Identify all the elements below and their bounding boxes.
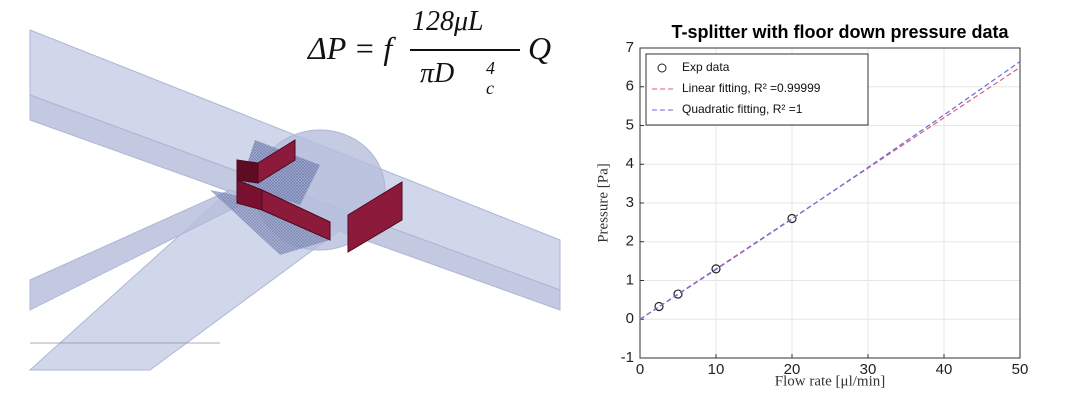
legend-label: Quadratic fitting, R² =1 <box>682 102 803 116</box>
data-point <box>787 213 797 224</box>
formula-subscript: c <box>486 78 494 98</box>
wall <box>347 181 403 253</box>
y-tick-label: -1 <box>621 349 634 366</box>
x-tick-label: 10 <box>708 361 725 378</box>
render-illustration <box>28 29 561 371</box>
legend: Exp data Linear fitting, R² =0.99999 Quadr… <box>645 53 869 126</box>
axes-box <box>639 47 1021 359</box>
legend-label: Exp data <box>682 60 730 74</box>
data-point <box>654 301 664 312</box>
legend-box <box>645 53 869 126</box>
wall <box>236 159 259 184</box>
x-tick-label: 0 <box>636 361 644 378</box>
y-tick-label: 7 <box>626 39 634 56</box>
y-tick-label: 3 <box>626 194 634 211</box>
formula-tail: Q <box>528 30 552 66</box>
data-point <box>673 289 683 299</box>
y-tick-label: 4 <box>626 155 634 172</box>
legend-marker <box>657 63 667 73</box>
data-point <box>711 264 721 274</box>
x-tick-label: 40 <box>936 361 953 378</box>
formula-lhs: ΔP = f <box>308 30 393 66</box>
y-tick-label: 1 <box>626 271 634 288</box>
wall <box>261 189 331 241</box>
y-tick-label: 0 <box>626 310 634 327</box>
x-axis-label: Flow rate [μl/min] <box>775 373 886 389</box>
walls <box>236 139 403 253</box>
formula-denominator: πD <box>420 58 455 89</box>
formula-numerator: 128μL <box>412 6 484 37</box>
formula-superscript: 4 <box>486 58 495 78</box>
y-tick-label: 5 <box>626 116 634 133</box>
x-tick-label: 50 <box>1012 361 1029 378</box>
y-axis-label: Pressure [Pa] <box>595 163 611 243</box>
mesh <box>210 190 330 255</box>
y-tick-label: 2 <box>626 233 634 250</box>
y-tick-label: 6 <box>626 78 634 95</box>
legend-label: Linear fitting, R² =0.99999 <box>682 81 821 95</box>
chart-title: T-splitter with floor down pressure data <box>671 22 1009 42</box>
x-tick-label: 30 <box>860 361 877 378</box>
x-tick-label: 20 <box>784 361 801 378</box>
fraction-bar <box>410 49 520 51</box>
fit-line <box>639 61 1021 320</box>
